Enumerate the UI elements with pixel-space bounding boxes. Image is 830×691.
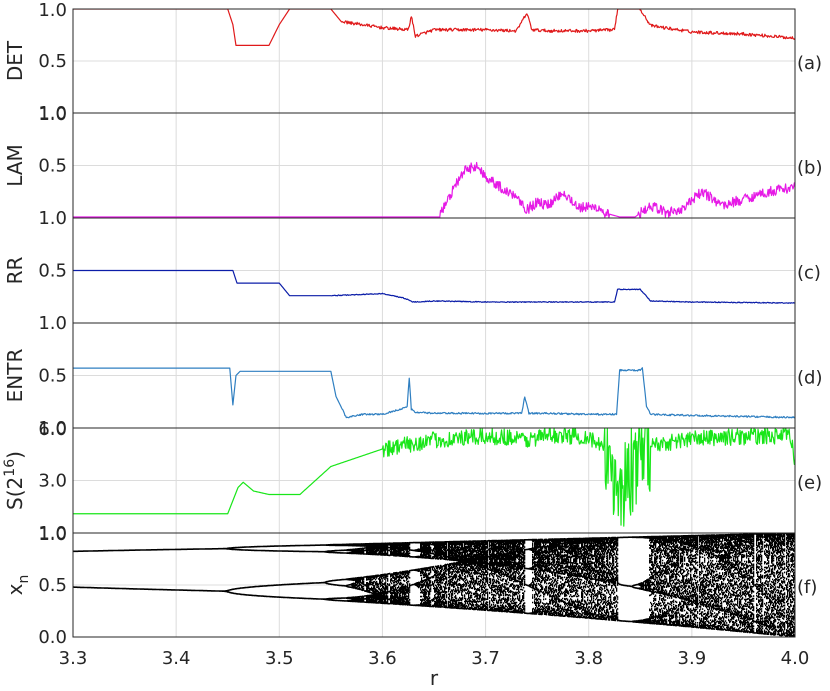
panel-label-f: (f) <box>797 577 817 598</box>
series-line-d <box>73 367 795 419</box>
y-tick-label: 1.0 <box>38 418 67 439</box>
y-axis-label-end: ) <box>3 451 27 459</box>
y-axis-label-subscript: n <box>16 575 32 584</box>
y-tick-label: 0.5 <box>38 575 67 596</box>
y-axis-label-e: S(216) <box>2 451 27 510</box>
x-tick-label: 3.8 <box>574 648 603 669</box>
y-tick-label: 0.5 <box>38 366 67 387</box>
y-axis-label-text: RR <box>3 257 27 285</box>
panel-a-data <box>73 9 795 46</box>
y-tick-label: 1.0 <box>38 104 67 125</box>
panel-b-data <box>73 161 795 218</box>
panel-label-c: (c) <box>797 263 821 284</box>
y-axis-label-text: DET <box>3 40 27 81</box>
panel-e-data <box>73 428 795 527</box>
bifurcation-points <box>73 533 795 637</box>
y-axis-label-b: LAM <box>3 144 27 187</box>
grid-layer <box>73 9 795 637</box>
x-tick-label: 3.4 <box>162 648 191 669</box>
panel-label-d: (d) <box>797 368 822 389</box>
panel-f-data <box>73 533 795 637</box>
series-line-a <box>73 9 795 46</box>
panel-label-b: (b) <box>797 158 822 179</box>
y-axis-label-text: S(2 <box>3 477 27 510</box>
y-tick-label: 0.5 <box>38 261 67 282</box>
y-axis-label-a: DET <box>3 40 27 81</box>
x-tick-label: 3.6 <box>368 648 397 669</box>
series-line-b <box>73 161 795 218</box>
y-tick-label: 0.5 <box>38 51 67 72</box>
y-tick-label: 1.0 <box>38 523 67 544</box>
series-line-c <box>73 269 795 304</box>
data-layer <box>73 9 795 637</box>
y-tick-label: 1.0 <box>38 0 67 21</box>
panel-d-data <box>73 367 795 419</box>
x-tick-label: 3.5 <box>265 648 294 669</box>
y-tick-label: 1.0 <box>38 524 67 545</box>
panel-c-data <box>73 269 795 304</box>
y-axis-label-superscript: 16 <box>2 459 18 477</box>
panel-f-frame <box>72 532 796 638</box>
panel-label-a: (a) <box>797 53 822 74</box>
x-tick-label: 3.9 <box>678 648 707 669</box>
y-tick-label: 1.0 <box>38 103 67 124</box>
y-tick-label: 1.0 <box>38 208 67 229</box>
panel-label-e: (e) <box>797 473 822 494</box>
x-axis-label: r <box>430 666 439 690</box>
x-tick-label: 4.0 <box>781 648 810 669</box>
y-axis-label-text: ENTR <box>3 349 27 403</box>
x-tick-label: 3.7 <box>471 648 500 669</box>
frame-layer <box>72 8 796 638</box>
series-line-e <box>73 428 795 527</box>
y-axis-label-d: ENTR <box>3 349 27 403</box>
y-axis-label-f: xn <box>3 575 32 596</box>
y-tick-label: 3.0 <box>38 471 67 492</box>
x-tick-label: 3.3 <box>59 648 88 669</box>
y-axis-label-text: LAM <box>3 144 27 187</box>
y-tick-label: 0.5 <box>38 156 67 177</box>
y-tick-label: 0.0 <box>38 627 67 648</box>
y-tick-label: 6.0 <box>38 419 67 440</box>
y-tick-label: 1.0 <box>38 313 67 334</box>
y-axis-label-c: RR <box>3 257 27 285</box>
y-axis-label-text: x <box>3 583 27 595</box>
